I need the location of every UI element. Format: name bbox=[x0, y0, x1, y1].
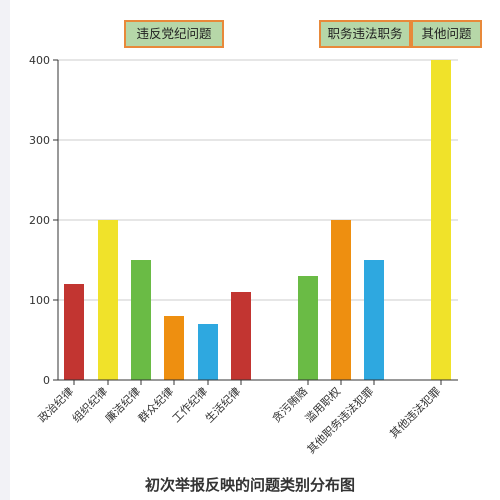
y-tick-label: 200 bbox=[29, 214, 50, 227]
group-label-other: 其他问题 bbox=[411, 20, 482, 48]
bar-其他违法犯罪 bbox=[431, 60, 451, 380]
axes bbox=[53, 59, 458, 385]
y-tick-label: 100 bbox=[29, 294, 50, 307]
x-tick-label: 政治纪律 bbox=[35, 384, 76, 425]
bar-贪污贿赂 bbox=[298, 276, 318, 380]
x-tick-label: 生活纪律 bbox=[202, 384, 243, 425]
x-tick-label: 群众纪律 bbox=[135, 384, 176, 425]
x-tick-label: 贪污贿赂 bbox=[269, 384, 310, 425]
group-label-party-discipline: 违反党纪问题 bbox=[124, 20, 224, 48]
x-tick-label: 其他违法犯罪 bbox=[387, 384, 444, 441]
bar-滥用职权 bbox=[331, 220, 351, 380]
y-tick-labels: 0 100 200 300 400 bbox=[29, 54, 50, 387]
x-tick-label: 工作纪律 bbox=[170, 385, 210, 425]
bar-生活纪律 bbox=[231, 292, 251, 380]
grid-lines bbox=[58, 59, 458, 301]
chart-title: 初次举报反映的问题类别分布图 bbox=[144, 476, 355, 494]
bar-群众纪律 bbox=[164, 316, 184, 380]
group-label-duty-crime: 职务违法职务 bbox=[319, 20, 411, 48]
bar-组织纪律 bbox=[98, 220, 118, 380]
x-tick-label: 组织纪律 bbox=[69, 384, 110, 425]
bars bbox=[64, 60, 451, 380]
bar-廉洁纪律 bbox=[131, 260, 151, 380]
bar-政治纪律 bbox=[64, 284, 84, 380]
x-tick-label: 廉洁纪律 bbox=[102, 384, 143, 425]
y-tick-label: 300 bbox=[29, 134, 50, 147]
bar-其他职务违法犯罪 bbox=[364, 260, 384, 380]
y-tick-label: 0 bbox=[43, 374, 50, 387]
bar-工作纪律 bbox=[198, 324, 218, 380]
chart-panel bbox=[10, 0, 500, 500]
y-tick-label: 400 bbox=[29, 54, 50, 67]
